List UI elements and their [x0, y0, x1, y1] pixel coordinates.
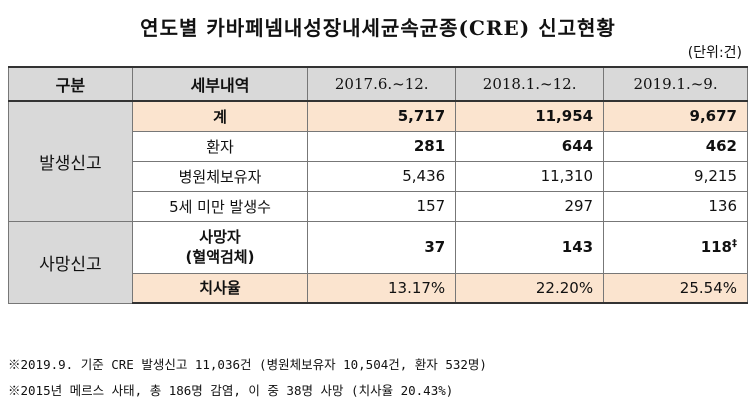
footnote-1: ※2019.9. 기준 CRE 발생신고 11,036건 (병원체보유자 10,… — [8, 357, 487, 372]
unit-label: (단위:건) — [687, 45, 742, 61]
cell-value: 22.20% — [455, 272, 605, 304]
cell-value: 118 — [700, 238, 732, 256]
table-row-fatality-rate: 치사율 13.17% 22.20% 25.54% — [9, 272, 748, 304]
cell-value: 644 — [455, 130, 605, 162]
row-label-line1: 사망자 — [199, 228, 241, 246]
cell-value: 157 — [307, 190, 457, 222]
header-category: 구분 — [8, 66, 133, 102]
row-label-deaths: 사망자 (혈액검체) — [131, 220, 309, 274]
cell-value: 9,215 — [603, 160, 748, 192]
cell-value: 5,717 — [307, 100, 457, 132]
row-label: 환자 — [131, 130, 309, 162]
row-label: 5세 미만 발생수 — [131, 190, 309, 222]
table-header-row: 구분 세부내역 2017.6.~12. 2018.1.~12. 2019.1.~… — [8, 66, 748, 102]
cell-value: 25.54% — [603, 272, 748, 304]
cell-value-with-marker: 118‡ — [603, 220, 748, 274]
row-label: 계 — [131, 100, 309, 132]
cre-report-table: 구분 세부내역 2017.6.~12. 2018.1.~12. 2019.1.~… — [8, 66, 748, 304]
footnote-2: ※2015년 메르스 사태, 총 186명 감염, 이 중 38명 사망 (치사… — [8, 383, 454, 398]
cell-value: 9,677 — [603, 100, 748, 132]
cell-value: 462 — [603, 130, 748, 162]
cell-value: 5,436 — [307, 160, 457, 192]
cell-value: 281 — [307, 130, 457, 162]
row-label: 병원체보유자 — [131, 160, 309, 192]
group-occurrence: 발생신고 — [8, 100, 133, 222]
cell-value: 37 — [307, 220, 457, 274]
page-title: 연도별 카바페넴내성장내세균속균종(CRE) 신고현황 — [140, 16, 616, 40]
header-year-2017: 2017.6.~12. — [307, 66, 457, 102]
table-row-deaths: 사망신고 사망자 (혈액검체) 37 143 118‡ — [8, 220, 748, 304]
table-row-under5: 5세 미만 발생수 157 297 136 — [9, 190, 748, 222]
header-detail: 세부내역 — [131, 66, 309, 102]
table-row-carriers: 병원체보유자 5,436 11,310 9,215 — [9, 160, 748, 192]
cell-value: 13.17% — [307, 272, 457, 304]
cell-value: 11,310 — [455, 160, 605, 192]
footnote-marker: ‡ — [732, 238, 737, 249]
cell-value: 11,954 — [455, 100, 605, 132]
cell-value: 297 — [455, 190, 605, 222]
table-row-patients: 환자 281 644 462 — [9, 130, 748, 162]
cell-value: 143 — [455, 220, 605, 274]
row-label: 치사율 — [131, 272, 309, 304]
group-death: 사망신고 — [8, 220, 133, 304]
table-row-total: 발생신고 계 5,717 11,954 9,677 — [8, 100, 748, 222]
row-label-line2: (혈액검체) — [185, 248, 255, 266]
header-year-2018: 2018.1.~12. — [455, 66, 605, 102]
header-year-2019: 2019.1.~9. — [603, 66, 748, 102]
cell-value: 136 — [603, 190, 748, 222]
